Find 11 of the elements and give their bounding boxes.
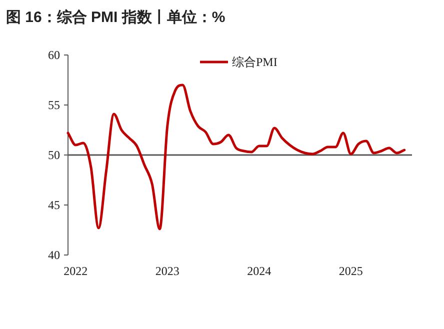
y-tick-label: 55 <box>48 98 60 112</box>
y-tick-label: 60 <box>48 48 60 62</box>
x-tick-label: 2024 <box>247 264 272 278</box>
y-tick-label: 50 <box>48 148 60 162</box>
legend-label: 综合PMI <box>232 55 278 69</box>
y-tick-label: 45 <box>48 198 60 212</box>
x-tick-label: 2022 <box>64 264 88 278</box>
x-tick-label: 2025 <box>338 264 363 278</box>
x-tick-label: 2023 <box>155 264 180 278</box>
title: 图 16：综合 PMI 指数丨单位：% <box>6 9 226 26</box>
y-tick-label: 40 <box>48 248 60 262</box>
